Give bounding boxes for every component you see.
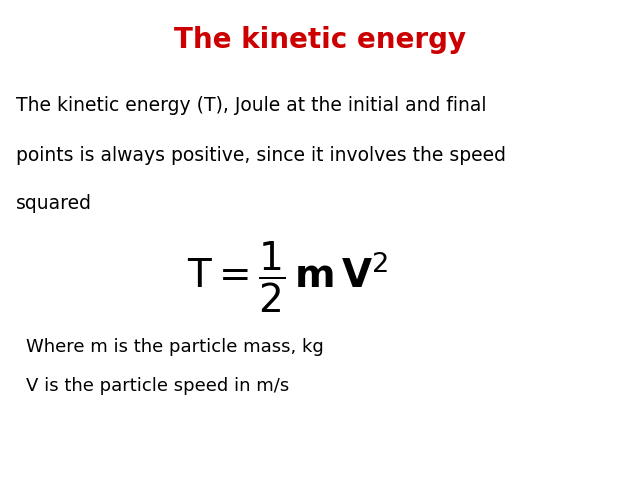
Text: V is the particle speed in m/s: V is the particle speed in m/s (26, 377, 289, 395)
Text: The kinetic energy: The kinetic energy (174, 26, 466, 54)
Text: Where m is the particle mass, kg: Where m is the particle mass, kg (26, 338, 323, 356)
Text: The kinetic energy (T), Joule at the initial and final: The kinetic energy (T), Joule at the ini… (16, 96, 486, 115)
Text: $\mathrm{T} = \dfrac{1}{2}\,\mathbf{m}\,\mathbf{V}^{2}$: $\mathrm{T} = \dfrac{1}{2}\,\mathbf{m}\,… (188, 240, 388, 315)
Text: points is always positive, since it involves the speed: points is always positive, since it invo… (16, 146, 506, 166)
Text: squared: squared (16, 194, 92, 214)
